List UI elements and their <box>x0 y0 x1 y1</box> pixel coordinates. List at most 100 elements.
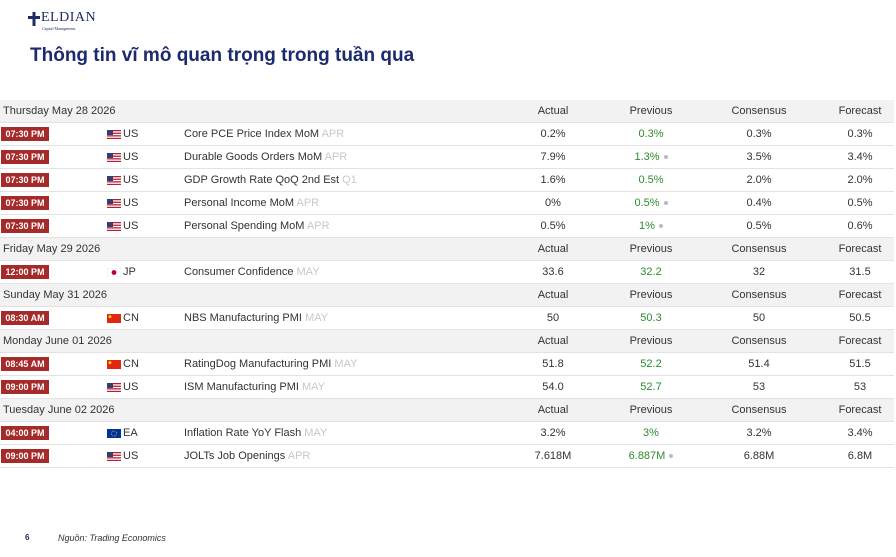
consensus-value: 0.3% <box>709 123 809 145</box>
consensus-value: 2.0% <box>709 169 809 191</box>
time-badge: 07:30 PM <box>1 150 49 164</box>
column-header: Forecast <box>838 105 882 117</box>
column-header: Forecast <box>838 404 882 416</box>
actual-value: 1.6% <box>503 169 603 191</box>
event-row: 07:30 PM US Durable Goods Orders MoM APR 7.… <box>0 146 894 169</box>
event-name: RatingDog Manufacturing PMI <box>184 358 332 370</box>
column-header: Actual <box>537 243 569 255</box>
actual-text: 0% <box>545 197 561 209</box>
event-period: APR <box>287 450 311 462</box>
country: US <box>123 128 139 140</box>
revised-dot <box>669 454 674 459</box>
day-date: Thursday May 28 2026 <box>3 105 116 117</box>
previous-value: 50.3 <box>601 307 701 329</box>
event-row: 04:00 PM EA Inflation Rate YoY Flash MAY 3.… <box>0 422 894 445</box>
flag <box>107 445 121 467</box>
event-name: Inflation Rate YoY Flash <box>184 427 302 439</box>
logo-icon <box>28 12 40 26</box>
consensus-text: 53 <box>752 381 766 393</box>
forecast-value: 51.5 <box>810 353 896 375</box>
event-row: 08:30 AM CN NBS Manufacturing PMI MAY 50 50.… <box>0 307 894 330</box>
time-badge: 04:00 PM <box>1 426 49 440</box>
previous-text: 32.2 <box>640 266 662 278</box>
logo-subtitle: Capital Management <box>42 26 76 31</box>
previous-text: 1.3% <box>634 151 660 163</box>
previous-text: 52.7 <box>640 381 662 393</box>
country: CN <box>123 358 139 370</box>
calendar-table: Thursday May 28 2026 Actual Previous Consen… <box>0 100 894 468</box>
event-row: 12:00 PM JP Consumer Confidence MAY 33.6 32.… <box>0 261 894 284</box>
event-period: MAY <box>334 358 358 370</box>
forecast-text: 53 <box>853 381 867 393</box>
previous-text: 0.3% <box>638 128 664 140</box>
column-header: Previous <box>629 243 673 255</box>
previous-value: 52.7 <box>601 376 701 398</box>
event-row: 09:00 PM US JOLTs Job Openings APR 7.618M 6.… <box>0 445 894 468</box>
country: US <box>123 151 139 163</box>
forecast-text: 3.4% <box>847 151 873 163</box>
time-badge: 09:00 PM <box>1 449 49 463</box>
column-header: Consensus <box>731 243 787 255</box>
consensus-value: 32 <box>709 261 809 283</box>
forecast-text: 31.5 <box>849 266 871 278</box>
column-header: Forecast <box>838 243 882 255</box>
consensus-text: 32 <box>752 266 766 278</box>
previous-value: 1% <box>601 215 701 237</box>
day-header-row: Thursday May 28 2026 Actual Previous Consen… <box>0 100 894 123</box>
actual-text: 3.2% <box>540 427 566 439</box>
flag <box>107 215 121 237</box>
event-row: 07:30 PM US Core PCE Price Index MoM APR 0.… <box>0 123 894 146</box>
event-row: 07:30 PM US Personal Income MoM APR 0% 0.5% 0… <box>0 192 894 215</box>
event-cell: Durable Goods Orders MoM APR <box>184 146 347 168</box>
actual-text: 1.6% <box>540 174 566 186</box>
time-badge: 08:30 AM <box>1 311 49 325</box>
flag <box>107 169 121 191</box>
consensus-text: 0.3% <box>746 128 772 140</box>
previous-value: 0.5% <box>601 192 701 214</box>
event-period: Q1 <box>342 174 357 186</box>
consensus-value: 3.2% <box>709 422 809 444</box>
actual-text: 50 <box>546 312 560 324</box>
consensus-text: 0.4% <box>746 197 772 209</box>
previous-value: 3% <box>601 422 701 444</box>
consensus-text: 50 <box>752 312 766 324</box>
country: EA <box>123 427 138 439</box>
day-header-row: Friday May 29 2026 Actual Previous Consensu… <box>0 238 894 261</box>
forecast-value: 53 <box>810 376 896 398</box>
flag <box>107 192 121 214</box>
logo: ELDIAN <box>41 10 97 25</box>
event-row: 07:30 PM US GDP Growth Rate QoQ 2nd Est Q1… <box>0 169 894 192</box>
actual-text: 0.2% <box>540 128 566 140</box>
actual-value: 7.9% <box>503 146 603 168</box>
time-badge: 12:00 PM <box>1 265 49 279</box>
actual-value: 0% <box>503 192 603 214</box>
column-header: Actual <box>537 289 569 301</box>
event-name: Core PCE Price Index MoM <box>184 128 320 140</box>
column-header: Forecast <box>838 289 882 301</box>
day-header-row: Monday June 01 2026 Actual Previous Consens… <box>0 330 894 353</box>
event-period: MAY <box>302 381 326 393</box>
forecast-value: 3.4% <box>810 422 896 444</box>
flag <box>107 376 121 398</box>
time-badge: 09:00 PM <box>1 380 49 394</box>
event-row: 07:30 PM US Personal Spending MoM APR 0.5% 1… <box>0 215 894 238</box>
consensus-value: 50 <box>709 307 809 329</box>
actual-value: 54.0 <box>503 376 603 398</box>
day-date: Monday June 01 2026 <box>3 335 112 347</box>
consensus-text: 2.0% <box>746 174 772 186</box>
consensus-text: 6.88M <box>743 450 775 462</box>
event-name: Personal Income MoM <box>184 197 295 209</box>
column-header: Actual <box>537 105 569 117</box>
event-name: Durable Goods Orders MoM <box>184 151 323 163</box>
column-header: Previous <box>629 289 673 301</box>
time-badge: 08:45 AM <box>1 357 49 371</box>
revised-dot <box>663 201 668 206</box>
event-period: MAY <box>305 312 329 324</box>
column-header: Consensus <box>731 289 787 301</box>
flag <box>107 123 121 145</box>
forecast-value: 31.5 <box>810 261 896 283</box>
event-row: 08:45 AM CN RatingDog Manufacturing PMI MA… <box>0 353 894 376</box>
forecast-text: 0.6% <box>847 220 873 232</box>
country: US <box>123 381 139 393</box>
country: US <box>123 220 139 232</box>
